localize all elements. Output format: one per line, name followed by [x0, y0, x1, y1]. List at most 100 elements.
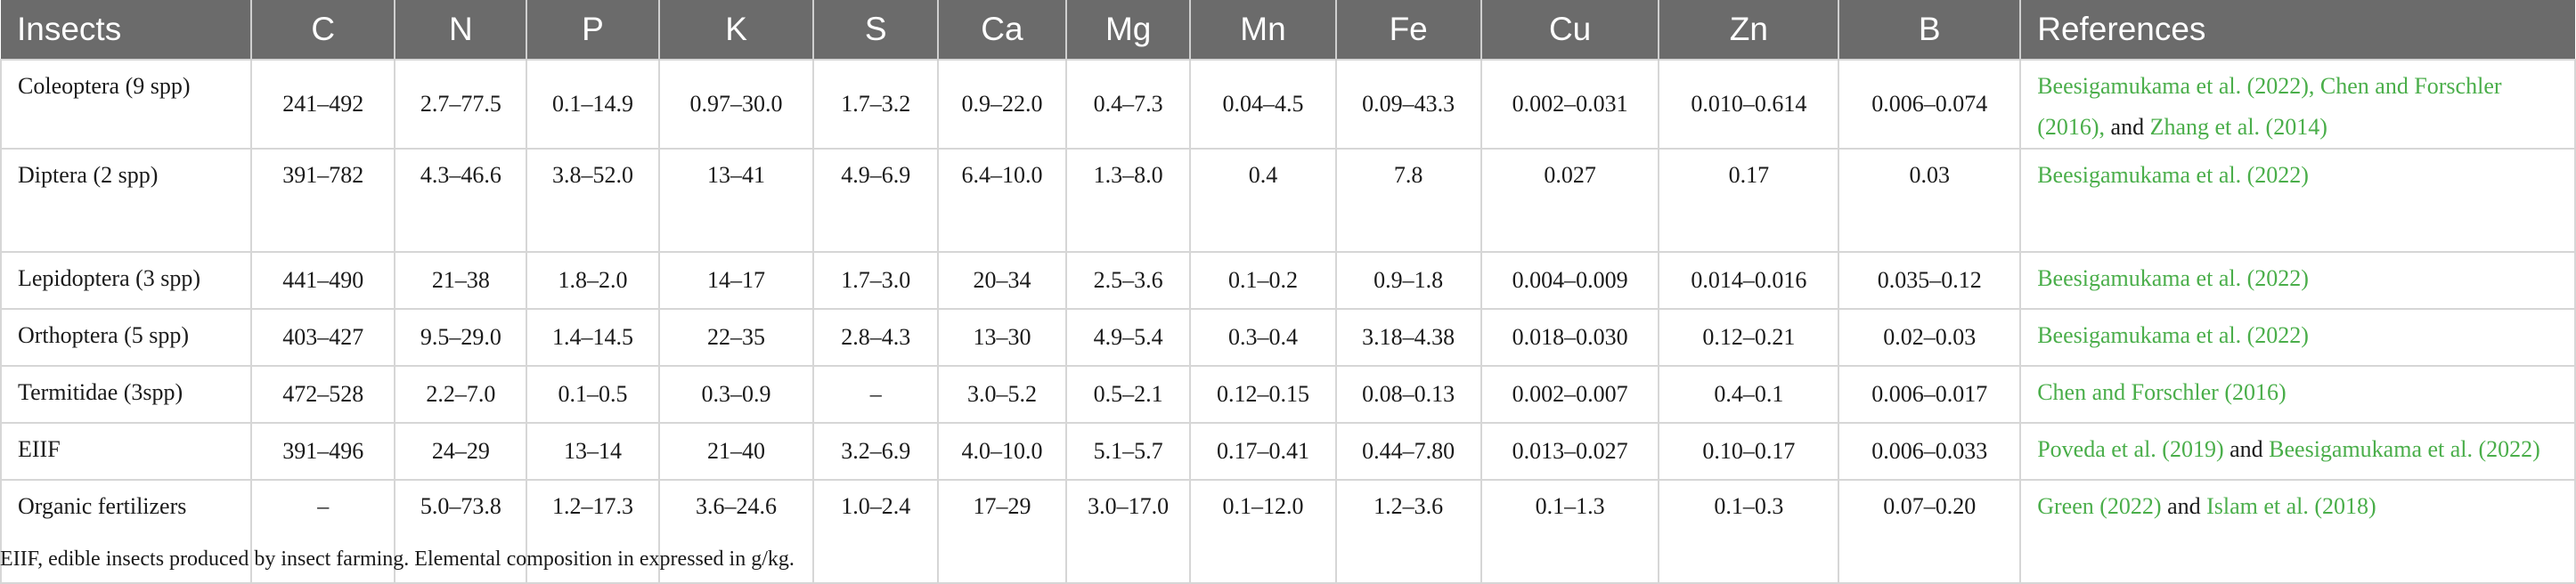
value-cell: 4.9–6.9 [812, 148, 940, 253]
value-cell: 0.17–0.41 [1189, 422, 1337, 481]
value-cell: 3.0–17.0 [1064, 479, 1192, 584]
references-cell: Green (2022) and Islam et al. (2018) [2019, 479, 2576, 584]
value-cell: 0.02–0.03 [1838, 308, 2022, 367]
value-cell: 0.027 [1480, 148, 1660, 253]
value-cell: 2.2–7.0 [394, 365, 528, 424]
value-cell: 21–40 [657, 422, 815, 481]
value-cell: 7.8 [1334, 148, 1482, 253]
value-cell: 0.07–0.20 [1838, 479, 2022, 584]
value-cell: 0.1–0.2 [1189, 251, 1337, 310]
column-header: K [658, 0, 815, 60]
value-cell: 0.4 [1189, 148, 1337, 253]
citation-link[interactable]: Beesigamukama et al. (2022), Chen and Fo… [2037, 73, 2502, 140]
value-cell: 0.1–0.5 [526, 365, 660, 424]
value-cell: 0.9–1.8 [1334, 251, 1482, 310]
citation-link[interactable]: Beesigamukama et al. (2022) [2037, 162, 2309, 188]
citation-link[interactable]: Beesigamukama et al. (2022) [2037, 265, 2309, 291]
value-cell: 1.7–3.2 [812, 59, 940, 150]
reference-connector: and [2161, 493, 2207, 519]
column-header: Fe [1335, 0, 1482, 60]
column-header: P [526, 0, 660, 60]
value-cell: 1.8–2.0 [526, 251, 660, 310]
column-header: N [395, 0, 528, 60]
value-cell: 0.002–0.007 [1480, 365, 1660, 424]
value-cell: 2.8–4.3 [812, 308, 940, 367]
insect-name-cell: Lepidoptera (3 spp) [0, 251, 253, 310]
value-cell: – [250, 479, 396, 584]
reference-connector: and [2223, 436, 2270, 462]
table-row: EIIF 391–496 24–29 13–14 21–40 3.2–6.9 4.0–10.… [0, 422, 2576, 481]
references-cell: Beesigamukama et al. (2022) [2019, 148, 2576, 253]
value-cell: 0.1–0.3 [1658, 479, 1840, 584]
value-cell: 20–34 [937, 251, 1067, 310]
table-row: Termitidae (3spp) 472–528 2.2–7.0 0.1–0.5 0.… [0, 365, 2576, 424]
value-cell: 0.17 [1658, 148, 1840, 253]
value-cell: 0.08–0.13 [1334, 365, 1482, 424]
value-cell: 0.4–0.1 [1658, 365, 1840, 424]
citation-link[interactable]: Chen and Forschler (2016) [2037, 379, 2287, 405]
header-row: Insects C N P K S Ca Mg Mn Fe Cu Zn B References [1, 0, 2575, 60]
table-footnote: EIIF, edible insects produced by insect … [0, 548, 795, 571]
references-cell: Chen and Forschler (2016) [2019, 365, 2576, 424]
value-cell: 0.006–0.033 [1838, 422, 2022, 481]
value-cell: 9.5–29.0 [394, 308, 528, 367]
value-cell: 0.010–0.614 [1658, 59, 1840, 150]
value-cell: 3.18–4.38 [1334, 308, 1482, 367]
value-cell: 1.2–3.6 [1334, 479, 1482, 584]
value-cell: 0.09–43.3 [1334, 59, 1482, 150]
value-cell: 1.4–14.5 [526, 308, 660, 367]
table-row: Orthoptera (5 spp) 403–427 9.5–29.0 1.4–14.… [0, 308, 2576, 367]
column-header: References [2020, 0, 2575, 60]
value-cell: 13–14 [526, 422, 660, 481]
value-cell: 1.0–2.4 [812, 479, 940, 584]
value-cell: 0.1–12.0 [1189, 479, 1337, 584]
value-cell: 4.9–5.4 [1064, 308, 1192, 367]
value-cell: 0.9–22.0 [937, 59, 1067, 150]
value-cell: 3.6–24.6 [657, 479, 815, 584]
references-cell: Beesigamukama et al. (2022), Chen and Fo… [2019, 59, 2576, 150]
insect-name-cell: Coleoptera (9 spp) [0, 59, 253, 150]
value-cell: 0.97–30.0 [657, 59, 815, 150]
column-header: Ca [938, 0, 1067, 60]
value-cell: 2.7–77.5 [394, 59, 528, 150]
table-row: Diptera (2 spp) 391–782 4.3–46.6 3.8–52.0 13… [0, 148, 2576, 253]
value-cell: 0.002–0.031 [1480, 59, 1660, 150]
citation-link[interactable]: Poveda et al. (2019) [2037, 436, 2224, 462]
references-cell: Beesigamukama et al. (2022) [2019, 251, 2576, 310]
citation-link[interactable]: Zhang et al. (2014) [2149, 114, 2327, 140]
citation-link[interactable]: Beesigamukama et al. (2022) [2269, 436, 2540, 462]
value-cell: 2.5–3.6 [1064, 251, 1192, 310]
value-cell: 6.4–10.0 [937, 148, 1067, 253]
value-cell: 241–492 [250, 59, 396, 150]
citation-link[interactable]: Islam et al. (2018) [2206, 493, 2376, 519]
value-cell: 0.018–0.030 [1480, 308, 1660, 367]
value-cell: 0.004–0.009 [1480, 251, 1660, 310]
references-cell: Poveda et al. (2019) and Beesigamukama e… [2019, 422, 2576, 481]
value-cell: 4.3–46.6 [394, 148, 528, 253]
insect-name-cell: Orthoptera (5 spp) [0, 308, 253, 367]
value-cell: 5.0–73.8 [394, 479, 528, 584]
citation-link[interactable]: Beesigamukama et al. (2022) [2037, 322, 2309, 348]
value-cell: 0.1–14.9 [526, 59, 660, 150]
table-row: Coleoptera (9 spp) 241–492 2.7–77.5 0.1–14.… [0, 59, 2576, 150]
insect-name-cell: Termitidae (3spp) [0, 365, 253, 424]
table-row: Organic fertilizers –5.0–73.8 1.2–17.3 3.6–… [0, 479, 2576, 584]
value-cell: 0.44–7.80 [1334, 422, 1482, 481]
insect-name-cell: Organic fertilizers [0, 479, 253, 584]
value-cell: 22–35 [657, 308, 815, 367]
value-cell: 24–29 [394, 422, 528, 481]
table-body: Coleoptera (9 spp) 241–492 2.7–77.5 0.1–14.… [0, 59, 2576, 584]
column-header: Cu [1480, 0, 1660, 60]
value-cell: 21–38 [394, 251, 528, 310]
value-cell: 0.3–0.4 [1189, 308, 1337, 367]
citation-link[interactable]: Green (2022) [2037, 493, 2162, 519]
value-cell: 0.035–0.12 [1838, 251, 2022, 310]
value-cell: 3.8–52.0 [526, 148, 660, 253]
value-cell: 17–29 [937, 479, 1067, 584]
value-cell: 0.013–0.027 [1480, 422, 1660, 481]
reference-connector: and [2105, 114, 2150, 140]
value-cell: 0.03 [1838, 148, 2022, 253]
column-header: S [813, 0, 940, 60]
value-cell: 0.5–2.1 [1064, 365, 1192, 424]
